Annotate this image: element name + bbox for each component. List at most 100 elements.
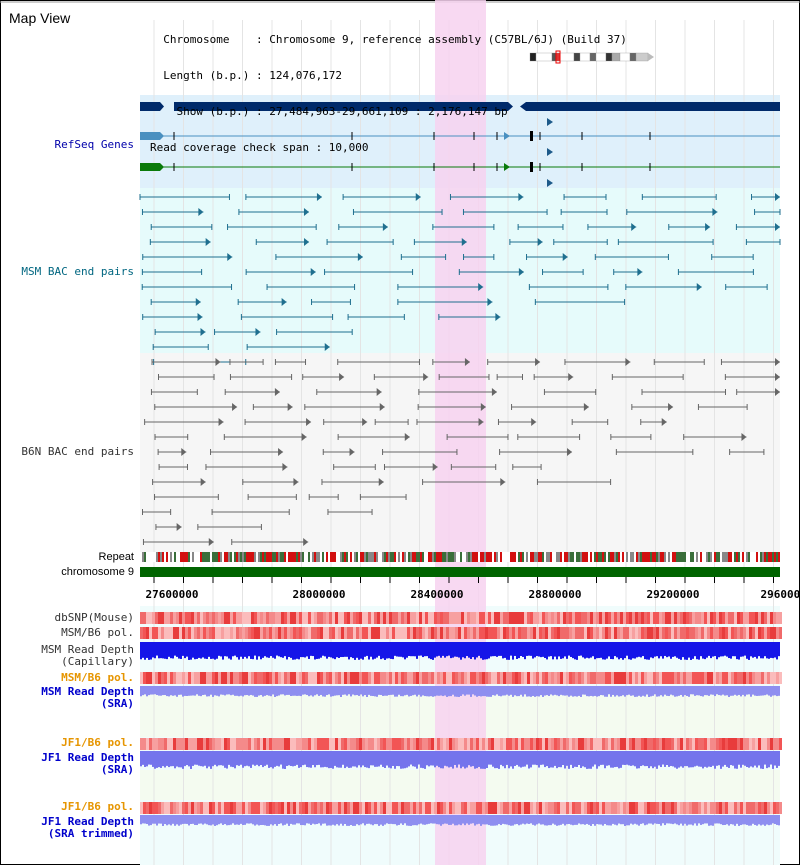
depth-bar — [194, 642, 196, 660]
depth-bar — [204, 815, 206, 824]
heat-cell — [317, 738, 320, 750]
depth-bar — [678, 751, 680, 768]
heat-cell — [395, 672, 398, 684]
heat-cell — [179, 627, 182, 639]
depth-bar — [750, 815, 752, 826]
heat-cell — [608, 802, 611, 814]
track-label-b6n-bac[interactable]: B6N BAC end pairs — [21, 445, 134, 458]
depth-bar — [502, 815, 504, 824]
heat-cell — [230, 802, 233, 814]
heat-cell — [689, 802, 692, 814]
track-label-refseq[interactable]: RefSeq Genes — [54, 138, 134, 151]
heat-cell — [176, 738, 179, 750]
heat-cell — [464, 612, 467, 624]
heat-cell — [710, 672, 713, 684]
refseq-exon — [530, 131, 533, 141]
track-label-msm-bac[interactable]: MSM BAC end pairs — [21, 265, 134, 278]
heat-cell — [749, 627, 752, 639]
depth-bar — [406, 686, 408, 695]
heat-cell — [677, 738, 680, 750]
heat-cell — [140, 627, 143, 639]
repeat-segment — [746, 552, 748, 562]
depth-bar — [482, 686, 484, 697]
heat-cell — [215, 612, 218, 624]
depth-bar — [272, 686, 274, 695]
heat-cell — [590, 627, 593, 639]
depth-bar — [388, 751, 390, 768]
repeat-segment — [200, 552, 202, 562]
depth-bar — [758, 686, 760, 696]
depth-bar — [650, 642, 652, 658]
repeat-segment — [228, 552, 230, 562]
depth-bar — [724, 815, 726, 825]
heat-cell — [365, 738, 368, 750]
repeat-segment — [768, 552, 770, 562]
depth-bar — [770, 815, 772, 825]
heat-cell — [404, 802, 407, 814]
depth-bar — [428, 815, 430, 824]
depth-bar — [600, 642, 602, 658]
depth-bar — [696, 815, 698, 826]
depth-bar — [184, 815, 186, 824]
depth-bar — [274, 642, 276, 659]
heat-cell — [410, 672, 413, 684]
heat-cell — [275, 627, 278, 639]
depth-bar — [510, 751, 512, 767]
heat-cell — [323, 802, 326, 814]
heat-cell — [509, 672, 512, 684]
heat-cell — [275, 738, 278, 750]
depth-bar — [310, 751, 312, 768]
heat-cell — [149, 627, 152, 639]
heat-cell — [509, 627, 512, 639]
heat-cell — [206, 612, 209, 624]
heat-cell — [617, 612, 620, 624]
heat-cell — [581, 802, 584, 814]
depth-bar — [662, 686, 664, 697]
bac-pair-arrow — [562, 253, 568, 261]
depth-bar — [336, 686, 338, 696]
region-info: Chromosome : Chromosome 9, reference ass… — [150, 10, 627, 166]
depth-bar — [380, 751, 382, 765]
repeat-segment — [360, 552, 362, 562]
depth-bar — [576, 815, 578, 825]
heat-cell — [695, 738, 698, 750]
depth-bar — [212, 686, 214, 697]
depth-bar — [144, 686, 146, 695]
depth-bar — [428, 751, 430, 767]
depth-bar — [284, 686, 286, 696]
depth-bar — [484, 815, 486, 825]
repeat-segment — [398, 552, 400, 562]
repeat-segment — [708, 552, 710, 562]
depth-bar — [366, 815, 368, 824]
depth-bar — [304, 815, 306, 826]
repeat-segment — [418, 552, 420, 562]
heat-cell — [605, 672, 608, 684]
heat-cell — [719, 627, 722, 639]
depth-bar — [738, 815, 740, 826]
depth-bar — [444, 815, 446, 824]
depth-bar — [330, 642, 332, 658]
depth-bar — [148, 751, 150, 765]
heat-cell — [743, 627, 746, 639]
depth-bar — [164, 686, 166, 696]
repeat-segment — [654, 552, 656, 562]
heat-cell — [155, 627, 158, 639]
heat-cell — [635, 627, 638, 639]
depth-bar — [380, 686, 382, 695]
depth-bar — [734, 642, 736, 657]
heat-cell — [743, 802, 746, 814]
depth-bar — [396, 815, 398, 826]
depth-bar — [584, 815, 586, 825]
heat-cell — [254, 738, 257, 750]
repeat-segment — [562, 552, 564, 562]
heat-cell — [461, 672, 464, 684]
heat-cell — [662, 738, 665, 750]
depth-bar — [350, 686, 352, 697]
depth-bar — [636, 686, 638, 697]
heat-cell — [503, 672, 506, 684]
depth-bar — [656, 751, 658, 769]
depth-bar — [496, 642, 498, 657]
depth-bar — [598, 815, 600, 825]
heat-cell — [458, 672, 461, 684]
